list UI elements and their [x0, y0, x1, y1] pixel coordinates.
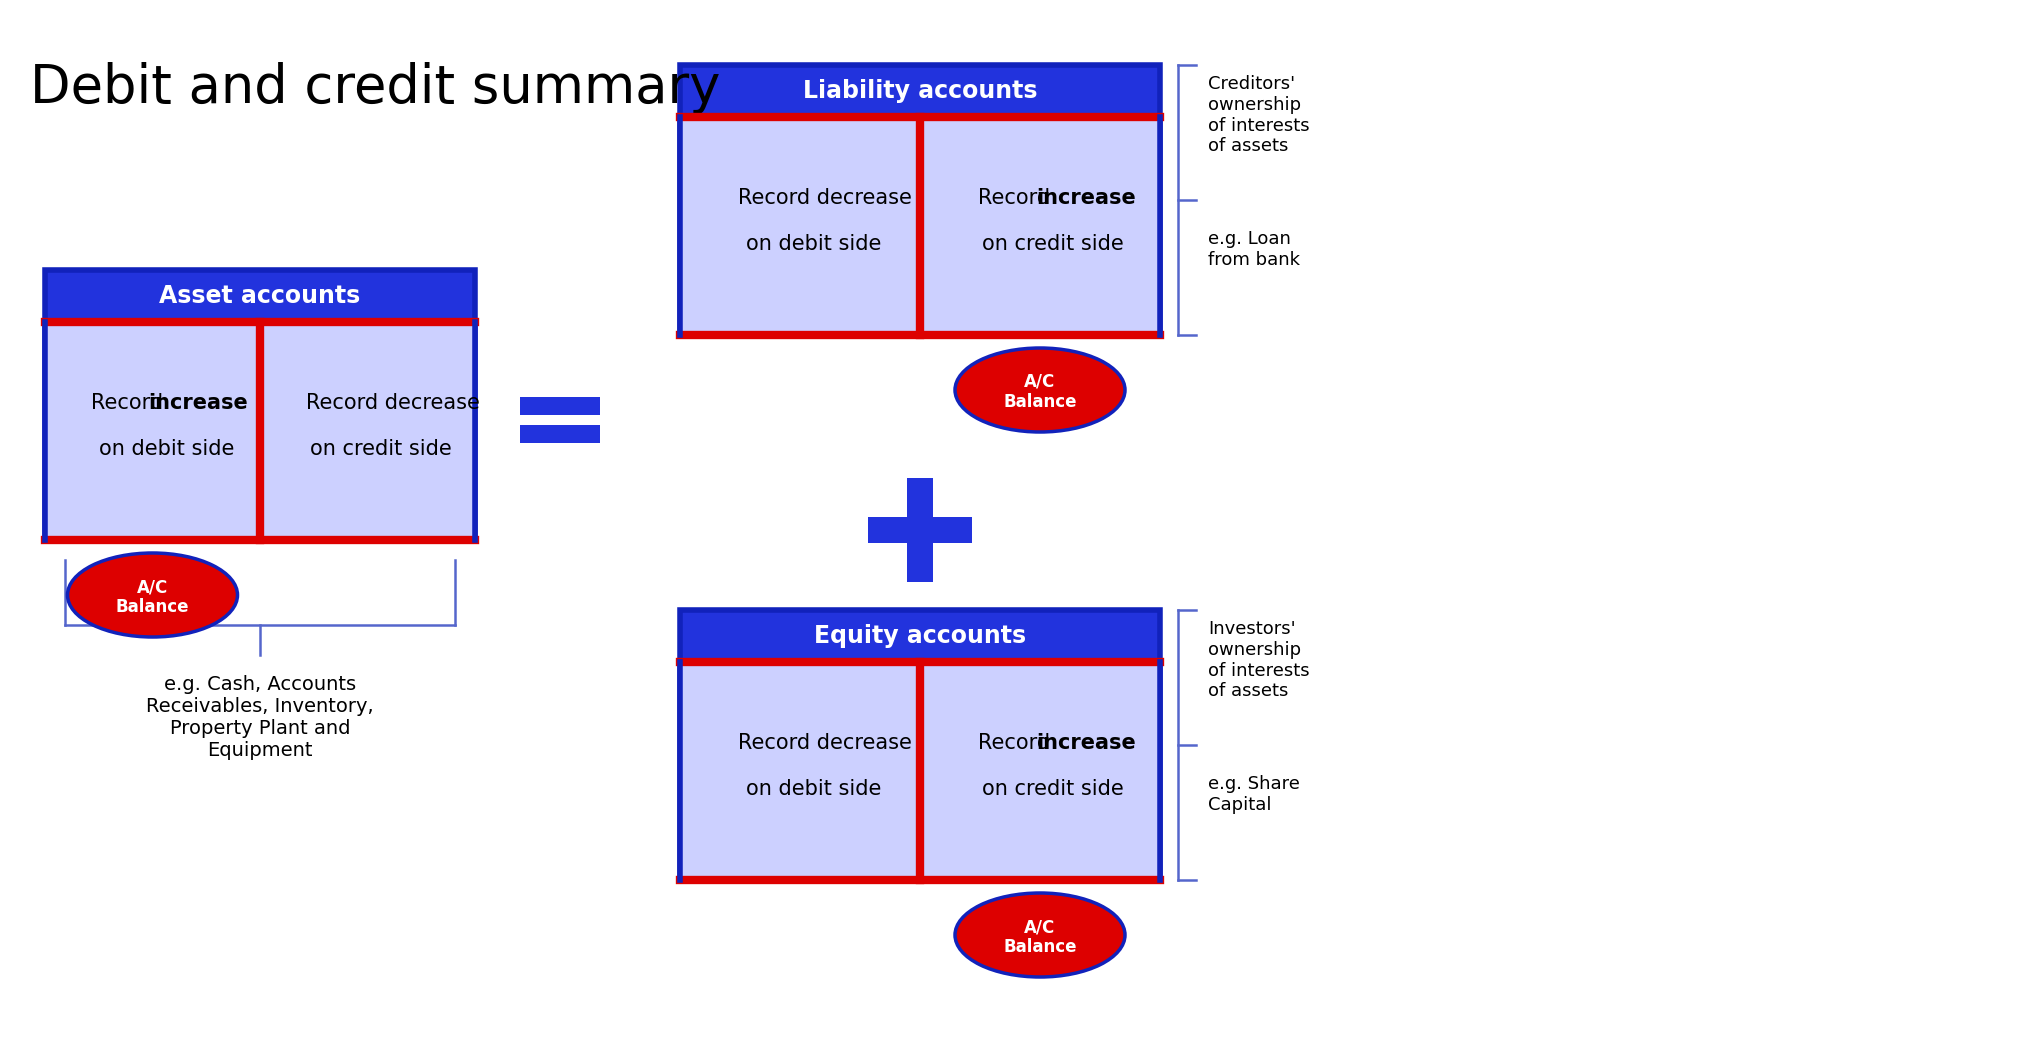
Ellipse shape — [67, 553, 238, 637]
Bar — [867, 517, 971, 543]
Text: Balance: Balance — [116, 598, 189, 616]
Bar — [680, 65, 1161, 335]
Bar — [680, 610, 1161, 880]
Text: increase: increase — [1036, 733, 1136, 753]
Text: Debit and credit summary: Debit and credit summary — [31, 62, 721, 114]
Text: A/C: A/C — [1024, 918, 1055, 936]
Text: Record: Record — [977, 733, 1057, 753]
Text: on credit side: on credit side — [981, 779, 1124, 799]
Text: A/C: A/C — [1024, 373, 1055, 392]
Text: Record: Record — [977, 188, 1057, 208]
Text: on debit side: on debit side — [100, 438, 234, 459]
Text: Investors'
ownership
of interests
of assets: Investors' ownership of interests of ass… — [1207, 620, 1309, 701]
Bar — [45, 270, 474, 540]
Text: on credit side: on credit side — [981, 234, 1124, 254]
Text: on debit side: on debit side — [747, 234, 882, 254]
Bar — [519, 425, 601, 443]
Text: Liability accounts: Liability accounts — [802, 79, 1036, 103]
Text: e.g. Cash, Accounts
Receivables, Inventory,
Property Plant and
Equipment: e.g. Cash, Accounts Receivables, Invento… — [147, 675, 375, 760]
Text: e.g. Share
Capital: e.g. Share Capital — [1207, 775, 1299, 814]
Text: e.g. Loan
from bank: e.g. Loan from bank — [1207, 230, 1301, 268]
Ellipse shape — [955, 893, 1126, 977]
Bar — [906, 478, 932, 582]
Text: Equity accounts: Equity accounts — [814, 624, 1026, 648]
Text: Balance: Balance — [1004, 393, 1077, 411]
Bar — [519, 397, 601, 416]
Text: on debit side: on debit side — [747, 779, 882, 799]
Text: Balance: Balance — [1004, 938, 1077, 956]
Text: Record decrease: Record decrease — [739, 733, 912, 753]
Text: increase: increase — [149, 393, 248, 413]
Ellipse shape — [955, 348, 1126, 432]
Text: A/C: A/C — [136, 578, 169, 596]
Bar — [680, 117, 1161, 335]
Text: Record: Record — [92, 393, 169, 413]
Text: Asset accounts: Asset accounts — [159, 284, 360, 308]
Text: Creditors'
ownership
of interests
of assets: Creditors' ownership of interests of ass… — [1207, 75, 1309, 156]
Text: increase: increase — [1036, 188, 1136, 208]
Text: on credit side: on credit side — [309, 438, 452, 459]
Bar — [680, 662, 1161, 880]
Text: Record decrease: Record decrease — [739, 188, 912, 208]
Bar — [45, 322, 474, 540]
Text: Record decrease: Record decrease — [305, 393, 480, 413]
